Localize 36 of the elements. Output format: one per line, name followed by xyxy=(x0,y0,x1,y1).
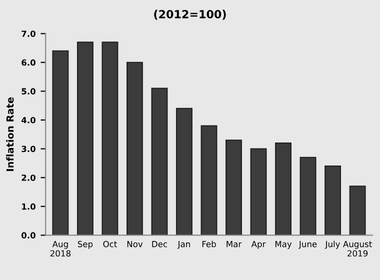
bar xyxy=(176,108,192,236)
y-tick-label: 6.0 xyxy=(22,59,36,66)
x-tick-label: Feb xyxy=(202,240,216,248)
y-tick-label: 3.0 xyxy=(22,146,36,152)
y-tick-label: 2.0 xyxy=(22,174,36,181)
y-tick-label: 1.0 xyxy=(22,203,36,210)
x-tick-label: Jan xyxy=(177,241,190,249)
y-axis-title: Inflation Rate xyxy=(6,97,14,171)
bar xyxy=(349,186,366,236)
y-tick-label: 0.0 xyxy=(22,232,36,238)
bar xyxy=(52,50,69,236)
x-tick-label: Apr xyxy=(251,241,266,249)
bar xyxy=(324,166,342,236)
x-tick-label: Dec xyxy=(152,241,168,248)
bar xyxy=(102,42,118,236)
bar xyxy=(151,88,168,236)
bar xyxy=(76,42,94,236)
x-tick-label: June xyxy=(298,241,317,249)
y-tick-label: 4.0 xyxy=(21,116,36,124)
x-tick-label: Nov xyxy=(127,241,143,248)
x-tick-label: July xyxy=(324,240,340,249)
chart-title: (2012=100) xyxy=(154,10,226,20)
bar xyxy=(275,142,292,236)
bar xyxy=(226,140,242,236)
x-tick-label: May xyxy=(275,241,292,249)
bar xyxy=(200,125,218,236)
x-tick-label: Aug 2018 xyxy=(50,241,70,257)
x-tick-label: Oct xyxy=(103,240,117,248)
y-tick-label: 7.0 xyxy=(22,30,36,37)
bar xyxy=(126,62,143,236)
y-tick-label: 5.0 xyxy=(22,88,36,94)
x-tick-label: Sep xyxy=(78,240,93,249)
x-tick-label: August 2019 xyxy=(343,241,372,257)
bar xyxy=(300,156,316,236)
x-tick-label: Mar xyxy=(226,241,242,248)
bar xyxy=(250,148,267,236)
